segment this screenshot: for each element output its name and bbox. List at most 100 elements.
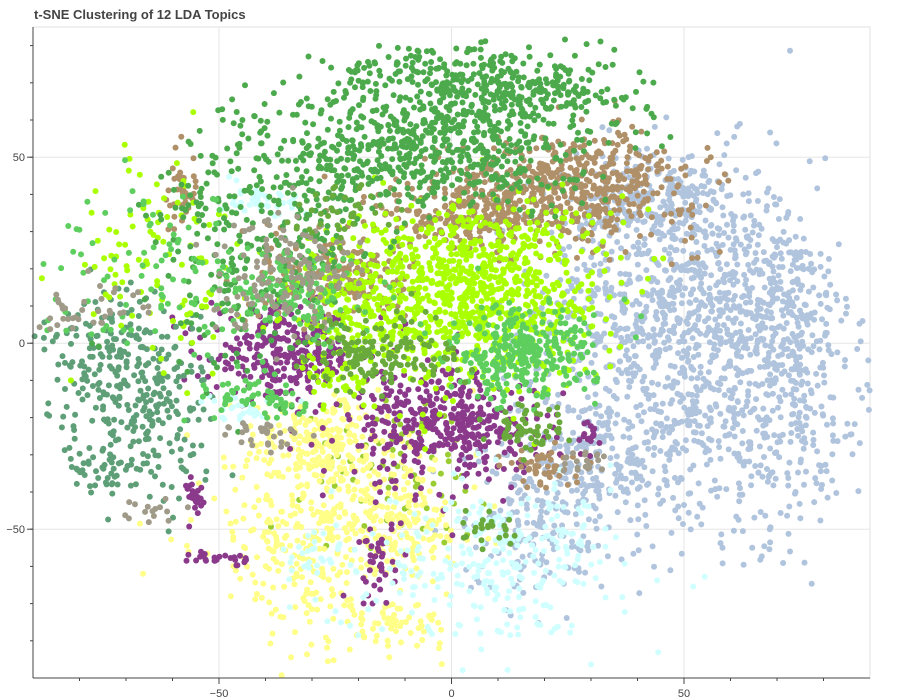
data-point <box>414 481 421 488</box>
data-point <box>651 123 658 130</box>
data-point <box>594 191 601 198</box>
data-point <box>806 158 813 165</box>
data-point <box>135 313 142 319</box>
data-point <box>654 290 661 297</box>
data-point <box>615 466 622 473</box>
data-point <box>626 377 632 384</box>
data-point <box>795 469 801 476</box>
data-point <box>407 473 414 479</box>
data-point <box>816 462 823 469</box>
data-point <box>704 144 711 151</box>
data-point <box>298 347 305 354</box>
data-point <box>131 372 138 379</box>
data-point <box>724 330 731 337</box>
data-point <box>718 531 725 538</box>
data-point <box>761 258 768 265</box>
data-point <box>672 247 679 254</box>
data-point <box>304 651 310 658</box>
data-point <box>385 484 392 491</box>
data-point <box>807 387 814 394</box>
data-point <box>748 367 755 374</box>
data-point <box>655 408 662 415</box>
data-point <box>689 211 696 218</box>
data-point <box>799 315 806 322</box>
data-point <box>682 437 689 444</box>
data-point <box>141 329 148 336</box>
data-point <box>294 503 301 510</box>
data-point <box>668 210 675 217</box>
data-point <box>625 425 632 432</box>
data-point <box>109 480 116 487</box>
data-point <box>370 396 377 403</box>
data-point <box>406 522 413 529</box>
data-point <box>752 381 759 387</box>
data-point <box>390 433 397 440</box>
data-point <box>708 222 715 228</box>
data-point <box>817 468 824 475</box>
data-point <box>344 569 350 576</box>
data-point <box>787 309 794 315</box>
data-point <box>737 485 743 492</box>
data-point <box>805 346 812 353</box>
data-point <box>794 342 801 349</box>
data-point <box>650 333 656 340</box>
data-point <box>645 334 651 341</box>
data-point <box>574 254 580 261</box>
data-point <box>360 193 367 200</box>
data-point <box>154 374 161 381</box>
data-point <box>125 407 132 413</box>
data-point <box>602 280 609 286</box>
data-point <box>702 318 708 325</box>
data-point <box>280 452 287 459</box>
data-point <box>454 466 461 473</box>
data-point <box>567 164 574 171</box>
data-point <box>458 451 465 458</box>
data-point <box>662 320 669 327</box>
data-point <box>309 457 316 464</box>
data-point <box>663 415 670 422</box>
data-point <box>745 261 752 268</box>
data-point <box>770 194 777 200</box>
data-point <box>302 421 309 428</box>
data-point <box>423 388 430 395</box>
data-point <box>615 200 622 207</box>
data-point <box>384 516 391 523</box>
data-point <box>254 554 260 561</box>
data-point <box>370 445 377 452</box>
data-point <box>685 345 692 352</box>
data-point <box>389 601 396 608</box>
data-point <box>45 400 52 407</box>
data-point <box>430 554 437 561</box>
data-point <box>649 543 656 550</box>
data-point <box>431 506 438 513</box>
data-point <box>816 346 823 353</box>
data-point <box>626 201 633 208</box>
data-point <box>269 630 276 637</box>
data-point <box>273 559 280 566</box>
data-point <box>95 386 102 393</box>
data-point <box>596 440 603 446</box>
data-point <box>764 308 770 314</box>
data-point <box>808 580 815 587</box>
data-point <box>609 445 616 452</box>
data-point <box>753 344 760 351</box>
data-point <box>795 432 802 439</box>
data-point <box>624 393 631 400</box>
data-point <box>160 385 167 392</box>
data-point <box>330 478 337 485</box>
data-point <box>820 364 827 371</box>
data-point <box>118 419 125 426</box>
data-point <box>369 450 376 457</box>
data-point <box>745 309 752 316</box>
data-point <box>505 496 512 503</box>
data-point <box>793 294 800 301</box>
data-point <box>441 203 448 210</box>
data-point <box>340 459 347 466</box>
data-point <box>692 297 699 303</box>
data-point <box>824 421 830 428</box>
data-point <box>610 150 617 157</box>
data-point <box>592 518 599 525</box>
data-point <box>622 475 629 482</box>
data-point <box>366 567 373 574</box>
data-point <box>194 510 201 517</box>
